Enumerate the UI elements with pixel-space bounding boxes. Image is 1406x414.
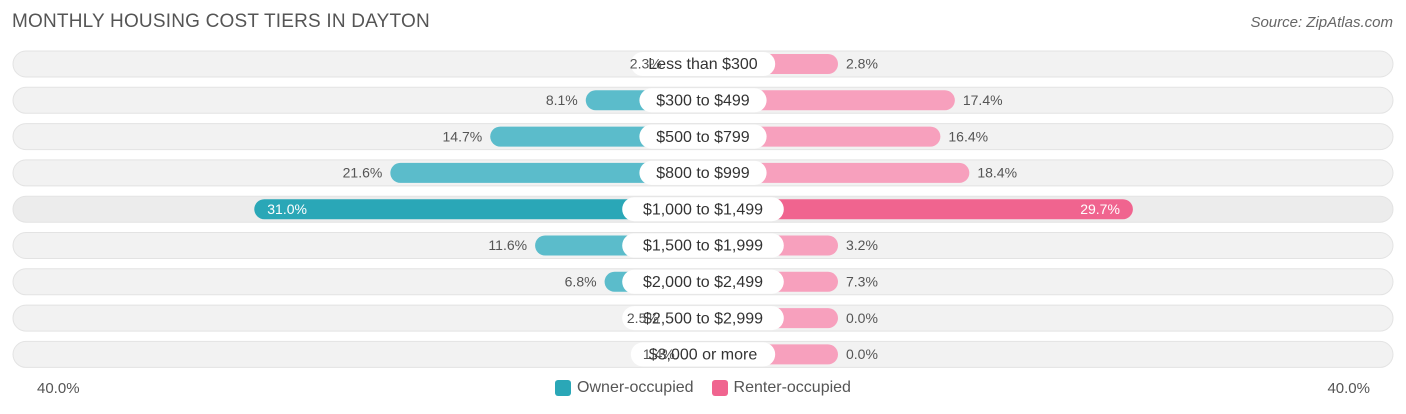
category-pill <box>639 160 767 185</box>
value-label-owner: 21.6% <box>343 165 383 181</box>
value-label-owner: 14.7% <box>443 128 483 144</box>
category-pill <box>622 269 784 294</box>
value-label-owner: 8.1% <box>546 92 578 108</box>
category-label: $500 to $799 <box>656 129 750 146</box>
value-label-renter: 16.4% <box>948 128 988 144</box>
chart-title: MONTHLY HOUSING COST TIERS IN DAYTON <box>12 11 430 32</box>
value-label-renter: 7.3% <box>846 274 878 290</box>
category-pill <box>630 52 776 76</box>
axis-label-left: 40.0% <box>37 380 80 397</box>
value-label-owner: 6.8% <box>565 274 597 290</box>
value-label-owner: 1.4% <box>643 346 675 362</box>
value-label-owner: 11.6% <box>488 237 527 253</box>
bar-owner <box>390 162 703 183</box>
legend: Owner-occupied Renter-occupied <box>0 379 1406 397</box>
legend-swatch-owner <box>555 380 572 396</box>
value-label-owner: 2.3% <box>630 56 662 72</box>
legend-item-renter[interactable]: Renter-occupied <box>711 379 851 397</box>
category-pill <box>622 306 784 331</box>
value-label-renter: 17.4% <box>963 92 1003 108</box>
value-label-owner: 2.5% <box>627 310 659 326</box>
category-label: $300 to $499 <box>656 93 750 110</box>
value-label-renter: 2.8% <box>846 56 878 72</box>
legend-label-renter: Renter-occupied <box>733 379 851 396</box>
bar-renter <box>703 199 1133 220</box>
value-label-renter: 18.4% <box>977 165 1017 181</box>
category-label: $1,000 to $1,499 <box>643 201 763 218</box>
value-label-renter: 0.0% <box>846 346 878 362</box>
value-label-renter: 0.0% <box>846 310 878 326</box>
category-pill <box>639 88 767 113</box>
legend-label-owner: Owner-occupied <box>577 379 694 396</box>
bar-renter <box>703 162 970 183</box>
category-label: $3,000 or more <box>649 347 758 364</box>
value-label-renter: 3.2% <box>846 237 878 253</box>
source-note: Source: ZipAtlas.com <box>1250 14 1393 31</box>
legend-item-owner[interactable]: Owner-occupied <box>555 379 694 397</box>
value-label-owner: 31.0% <box>267 201 307 217</box>
category-pill <box>630 342 776 367</box>
axis-label-right: 40.0% <box>1327 380 1370 397</box>
category-pill <box>622 197 784 222</box>
category-label: $1,500 to $1,999 <box>643 238 763 255</box>
category-label: $2,000 to $2,499 <box>643 274 763 291</box>
category-label: $2,500 to $2,999 <box>643 310 763 327</box>
category-pill <box>639 124 767 149</box>
legend-swatch-renter <box>711 380 728 396</box>
bar-renter <box>703 90 955 111</box>
category-label: Less than $300 <box>648 56 758 73</box>
value-label-renter: 29.7% <box>1080 201 1120 217</box>
bar-owner <box>254 199 703 220</box>
category-pill <box>622 233 784 258</box>
category-label: $800 to $999 <box>656 165 750 182</box>
